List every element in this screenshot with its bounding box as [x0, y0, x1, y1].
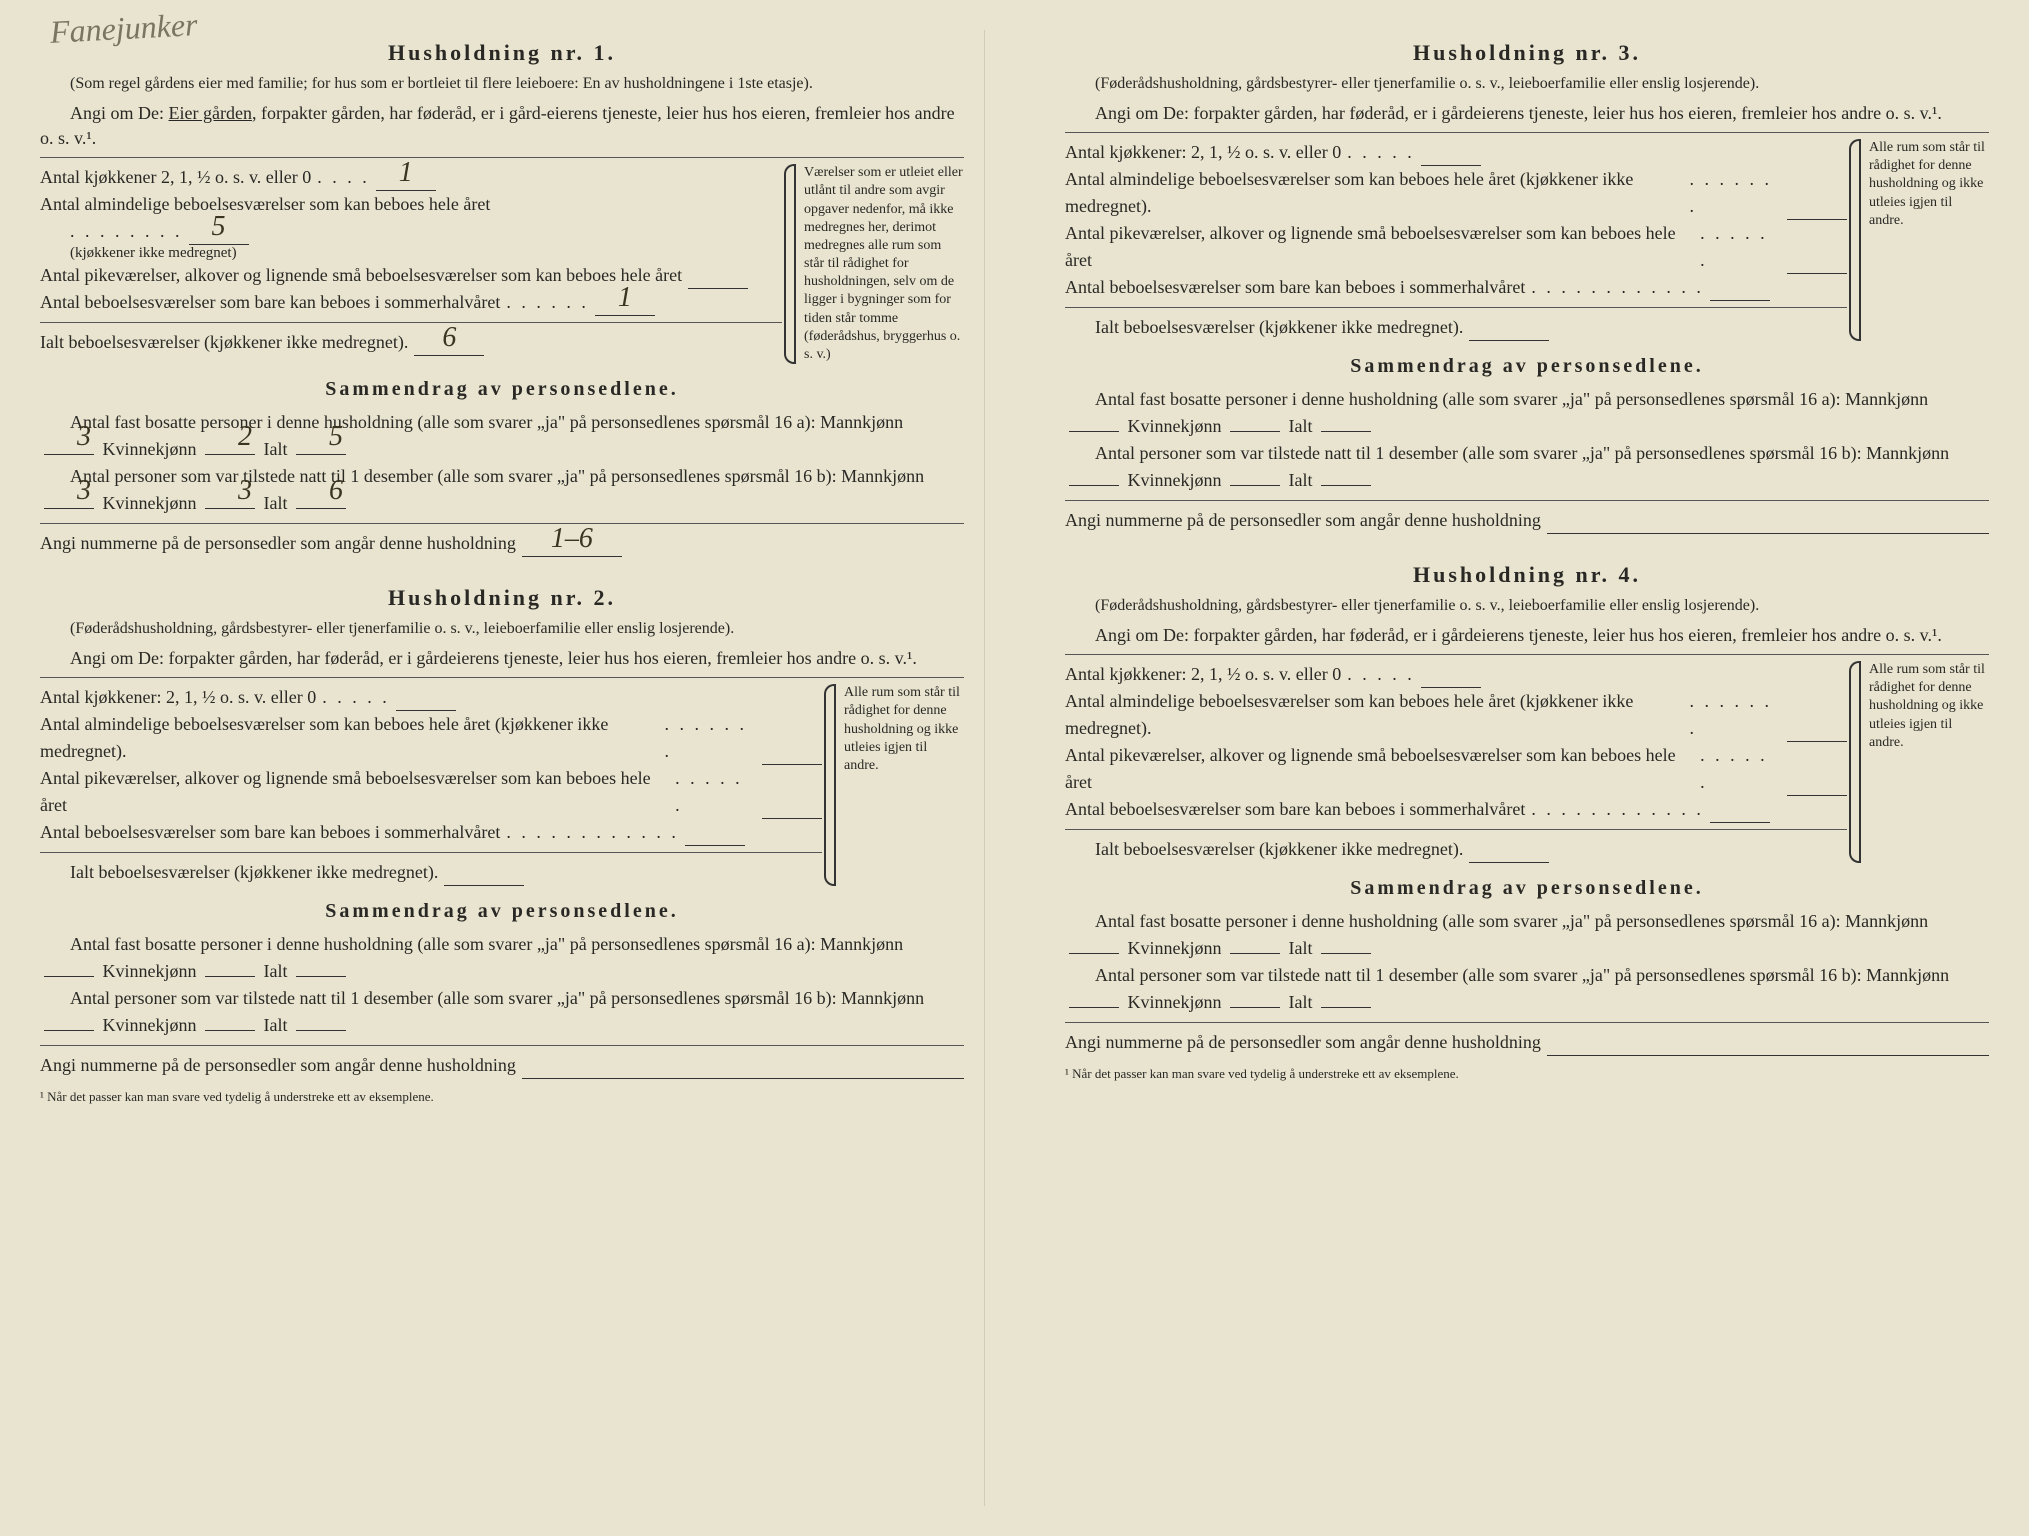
handwritten-annotation: Fanejunker [49, 6, 198, 51]
h1-s2-k[interactable]: 3 [205, 508, 255, 509]
h4-kjokken-field[interactable] [1421, 668, 1481, 688]
h3-row3-field[interactable] [1710, 281, 1770, 301]
h3-prompt: Angi om De: forpakter gården, har føderå… [1065, 101, 1989, 126]
footnote-left: ¹ Når det passer kan man svare ved tydel… [40, 1089, 964, 1105]
h4-title: Husholdning nr. 4. [1065, 562, 1989, 588]
household-3-section: Husholdning nr. 3. (Føderådshusholdning,… [1065, 40, 1989, 534]
h3-side-note: Alle rum som står til rådighet for denne… [1859, 139, 1989, 341]
h4-s2-t[interactable] [1321, 1007, 1371, 1008]
h3-s1-m[interactable] [1069, 431, 1119, 432]
h2-row1-field[interactable] [762, 745, 822, 765]
h3-s1-k[interactable] [1230, 431, 1280, 432]
h4-s1-t[interactable] [1321, 953, 1371, 954]
h1-side-note: Værelser som er utleiet eller utlånt til… [794, 164, 964, 364]
h3-row2-field[interactable] [1787, 254, 1847, 274]
footnote-right: ¹ Når det passer kan man svare ved tydel… [1065, 1066, 1989, 1082]
h4-row2-field[interactable] [1787, 776, 1847, 796]
h3-s2-k[interactable] [1230, 485, 1280, 486]
h3-total-field[interactable] [1469, 321, 1549, 341]
h1-summary1: Antal fast bosatte personer i denne hush… [40, 409, 964, 463]
h4-s1-m[interactable] [1069, 953, 1119, 954]
h4-summary-title: Sammendrag av personsedlene. [1065, 877, 1989, 900]
h2-s1-k[interactable] [205, 976, 255, 977]
h2-form-block: Antal kjøkkener: 2, 1, ½ o. s. v. eller … [40, 684, 964, 886]
household-4-section: Husholdning nr. 4. (Føderådshusholdning,… [1065, 562, 1989, 1082]
h1-row1: Antal almindelige beboelsesværelser som … [40, 191, 490, 218]
h4-subtitle: (Føderådshusholdning, gårdsbestyrer- ell… [1065, 596, 1989, 617]
h2-total-field[interactable] [444, 866, 524, 886]
h2-angi-field[interactable] [522, 1059, 964, 1079]
h1-summary2: Antal personer som var tilstede natt til… [40, 463, 964, 517]
h3-summary-title: Sammendrag av personsedlene. [1065, 355, 1989, 378]
h3-form-block: Antal kjøkkener: 2, 1, ½ o. s. v. eller … [1065, 139, 1989, 341]
h1-row1-field[interactable]: 5 [189, 225, 249, 245]
h2-title: Husholdning nr. 2. [40, 585, 964, 611]
h3-title: Husholdning nr. 3. [1065, 40, 1989, 66]
h2-row2-field[interactable] [762, 799, 822, 819]
right-page: Husholdning nr. 3. (Føderådshusholdning,… [1045, 30, 2009, 1506]
h1-form-block: Antal kjøkkener 2, 1, ½ o. s. v. eller 0… [40, 164, 964, 364]
h3-row1-field[interactable] [1787, 200, 1847, 220]
h1-s1-t[interactable]: 5 [296, 454, 346, 455]
h2-s1-t[interactable] [296, 976, 346, 977]
h4-form-block: Antal kjøkkener: 2, 1, ½ o. s. v. eller … [1065, 661, 1989, 863]
h2-s2-t[interactable] [296, 1030, 346, 1031]
h1-s1-m[interactable]: 3 [44, 454, 94, 455]
left-page: Fanejunker Husholdning nr. 1. (Som regel… [20, 30, 985, 1506]
h1-prompt-pre: Angi om De: [70, 103, 164, 123]
h1-angi: Angi nummerne på de personsedler som ang… [40, 530, 516, 557]
h2-summary-title: Sammendrag av personsedlene. [40, 900, 964, 923]
h1-row3: Antal beboelsesværelser som bare kan beb… [40, 289, 500, 316]
h4-row1-field[interactable] [1787, 722, 1847, 742]
h2-subtitle: (Føderådshusholdning, gårdsbestyrer- ell… [40, 619, 964, 640]
h1-row1-note: (kjøkkener ikke medregnet) [40, 245, 782, 262]
h1-total-field[interactable]: 6 [414, 336, 484, 356]
h4-s2-m[interactable] [1069, 1007, 1119, 1008]
h4-angi-field[interactable] [1547, 1036, 1989, 1056]
h4-row3-field[interactable] [1710, 803, 1770, 823]
h1-kjokken-field[interactable]: 1 [376, 171, 436, 191]
h4-prompt: Angi om De: forpakter gården, har føderå… [1065, 623, 1989, 648]
h2-side-note: Alle rum som står til rådighet for denne… [834, 684, 964, 886]
h3-s1-t[interactable] [1321, 431, 1371, 432]
h4-total-field[interactable] [1469, 843, 1549, 863]
h1-angi-field[interactable]: 1–6 [522, 537, 622, 557]
h4-side-note: Alle rum som står til rådighet for denne… [1859, 661, 1989, 863]
h4-s1-k[interactable] [1230, 953, 1280, 954]
h2-prompt: Angi om De: forpakter gården, har føderå… [40, 646, 964, 671]
h4-s2-k[interactable] [1230, 1007, 1280, 1008]
h1-summary-title: Sammendrag av personsedlene. [40, 378, 964, 401]
h1-subtitle: (Som regel gårdens eier med familie; for… [40, 74, 964, 95]
h2-s1-m[interactable] [44, 976, 94, 977]
h1-row2-field[interactable] [688, 269, 748, 289]
h1-s1-k[interactable]: 2 [205, 454, 255, 455]
h1-prompt: Angi om De: Eier gården, forpakter gårde… [40, 101, 964, 151]
h3-s2-t[interactable] [1321, 485, 1371, 486]
h1-s2-m[interactable]: 3 [44, 508, 94, 509]
h3-s2-m[interactable] [1069, 485, 1119, 486]
h2-s2-k[interactable] [205, 1030, 255, 1031]
household-2-section: Husholdning nr. 2. (Føderådshusholdning,… [40, 585, 964, 1105]
h1-row2: Antal pikeværelser, alkover og lignende … [40, 262, 682, 289]
h1-row3-field[interactable]: 1 [595, 296, 655, 316]
h2-kjokken-field[interactable] [396, 691, 456, 711]
h3-angi-field[interactable] [1547, 514, 1989, 534]
h1-s2-t[interactable]: 6 [296, 508, 346, 509]
household-1-section: Husholdning nr. 1. (Som regel gårdens ei… [40, 40, 964, 557]
h1-prompt-underlined: Eier gården [169, 103, 252, 123]
h3-subtitle: (Føderådshusholdning, gårdsbestyrer- ell… [1065, 74, 1989, 95]
h1-kjokken-label: Antal kjøkkener 2, 1, ½ o. s. v. eller 0 [40, 164, 311, 191]
h2-s2-m[interactable] [44, 1030, 94, 1031]
h1-total: Ialt beboelsesværelser (kjøkkener ikke m… [40, 329, 408, 356]
h3-kjokken-field[interactable] [1421, 146, 1481, 166]
h2-row3-field[interactable] [685, 826, 745, 846]
